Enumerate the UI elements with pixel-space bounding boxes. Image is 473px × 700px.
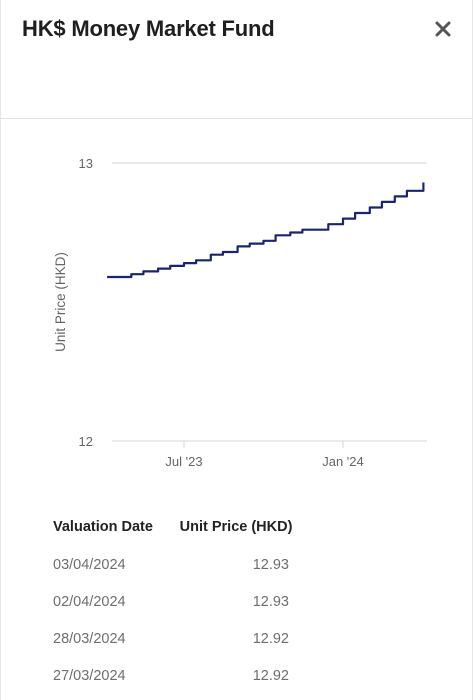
row-date: 27/03/2024 — [53, 667, 126, 684]
y-tick-label-bottom: 12 — [79, 434, 93, 449]
series-line-unit-price — [107, 182, 425, 279]
close-button[interactable] — [432, 18, 454, 40]
row-date: 28/03/2024 — [53, 630, 126, 647]
table-row: 27/03/2024 12.92 — [53, 657, 313, 694]
chart-svg: 13 12 Unit Price (HKD) Jul '23 Jan '24 — [53, 156, 427, 469]
table-row: 03/04/2024 12.93 — [53, 546, 313, 583]
close-icon — [435, 21, 451, 37]
header-valuation-date: Valuation Date — [53, 519, 153, 535]
y-tick-label-top: 13 — [79, 156, 93, 171]
table-row: 02/04/2024 12.93 — [53, 583, 313, 620]
x-tick-label-jan: Jan '24 — [322, 454, 364, 469]
row-price: 12.93 — [252, 556, 289, 573]
row-date: 02/04/2024 — [53, 593, 126, 610]
page-title: HK$ Money Market Fund — [22, 16, 275, 41]
row-date: 03/04/2024 — [53, 556, 126, 573]
x-tick-label-jul: Jul '23 — [165, 454, 202, 469]
y-axis-label: Unit Price (HKD) — [53, 252, 68, 352]
price-table: Valuation Date Unit Price (HKD) 03/04/20… — [53, 508, 313, 694]
series-layer — [107, 182, 425, 279]
price-chart: 13 12 Unit Price (HKD) Jul '23 Jan '24 — [1, 140, 472, 485]
row-price: 12.93 — [252, 593, 289, 610]
row-price: 12.92 — [252, 667, 289, 684]
table-header-row: Valuation Date Unit Price (HKD) — [53, 508, 313, 546]
header-unit-price: Unit Price (HKD) — [179, 519, 293, 535]
row-price: 12.92 — [252, 630, 289, 647]
panel-header: HK$ Money Market Fund — [1, 0, 472, 119]
table-row: 28/03/2024 12.92 — [53, 620, 313, 657]
